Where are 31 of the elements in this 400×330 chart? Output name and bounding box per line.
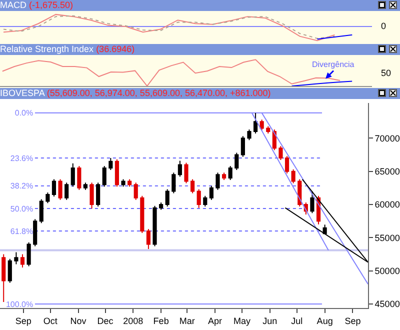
y2-tick-label: 38.2% [10, 182, 34, 191]
x-tick-label: Jun [262, 316, 278, 326]
y-tick-label: 60000 [374, 200, 400, 210]
y2-tick-label: 23.6% [10, 154, 34, 163]
x-tick-label: 2008 [123, 316, 144, 326]
y2-tick-label: 61.8% [10, 226, 34, 236]
y-tick-label: 55000 [374, 232, 400, 243]
y-tick-label: 50000 [374, 266, 400, 276]
y-tick-label: 65000 [374, 166, 400, 176]
x-tick-label: Sep [344, 316, 361, 326]
x-tick-label: Dec [97, 316, 114, 326]
x-tick-label: Mar [179, 316, 195, 326]
y-tick-label: 70000 [374, 133, 400, 144]
y2-tick-label: 100.0% [6, 300, 34, 309]
y2-tick-label: 0.0% [14, 108, 34, 118]
x-tick-label: Aug [316, 316, 333, 326]
x-tick-label: May [234, 316, 252, 326]
x-tick-label: Feb [153, 316, 169, 326]
chart-title: MACD (-1,675.50) [0, 0, 400, 11]
x-tick-label: Oct [43, 316, 58, 326]
x-tick-label: Apr [208, 316, 222, 326]
x-tick-label: Sep [15, 316, 32, 326]
x-tick-label: Nov [70, 316, 87, 326]
chart-title: Relative Strength Index (36.6946) [0, 44, 400, 55]
text: 50 [381, 68, 392, 78]
text: 0 [381, 21, 386, 31]
y2-tick-label: 50.0% [10, 204, 34, 214]
y-tick-label: 45000 [374, 299, 400, 310]
annotation: Divergência [312, 60, 355, 69]
x-tick-label: Jul [291, 316, 303, 326]
chart-title: IBOVESPA (55,609.00, 56,974.00, 55,609.00, 56,470.00, +861.000) [0, 88, 400, 99]
